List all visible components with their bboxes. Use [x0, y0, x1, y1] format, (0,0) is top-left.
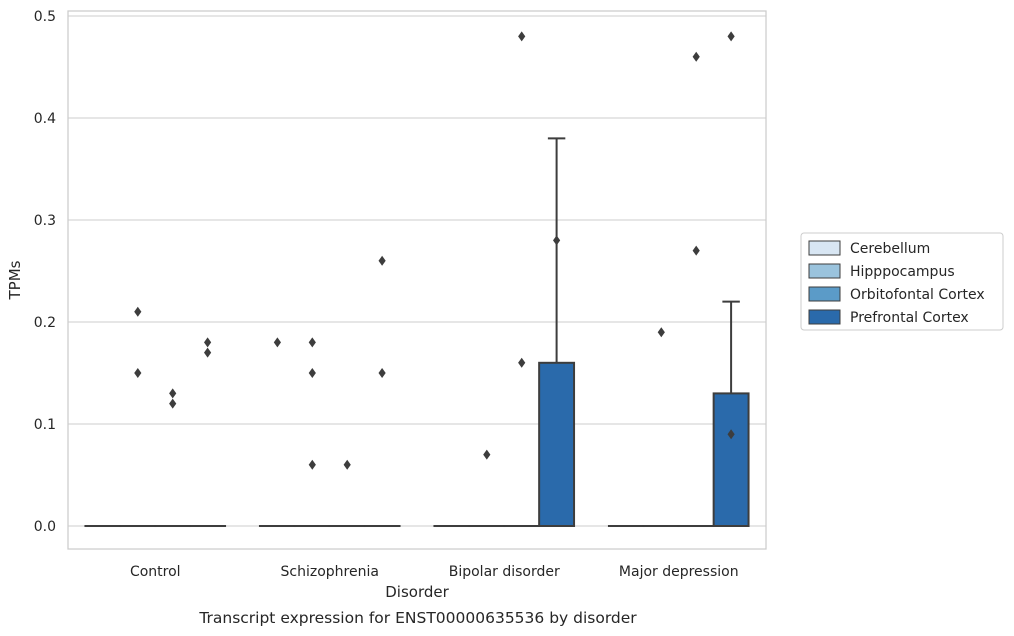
box-3-1 — [363, 255, 401, 528]
y-axis-label: TPMs — [6, 260, 24, 300]
x-tick-label: Control — [130, 564, 181, 580]
box-3-0 — [189, 337, 227, 528]
outlier-point — [727, 429, 735, 440]
outlier-point — [727, 31, 735, 42]
box-1-1 — [293, 337, 331, 528]
legend-swatch — [808, 240, 841, 256]
y-tick-label: 0.0 — [34, 519, 56, 535]
outlier-point — [273, 337, 281, 348]
x-tick-label: Bipolar disorder — [449, 564, 560, 580]
box-3-3 — [712, 31, 750, 527]
box-0-1 — [258, 337, 296, 528]
outlier-point — [134, 368, 142, 378]
outlier-point — [378, 255, 386, 266]
legend-swatch — [808, 263, 841, 279]
outlier-point — [204, 337, 212, 348]
plot-frame — [67, 10, 767, 550]
legend: Cerebellum Hipppocampus Orbitofontal Corte… — [800, 232, 1004, 331]
x-axis-label: Disorder — [385, 583, 449, 601]
outlier-point — [204, 347, 212, 358]
box-2-1 — [328, 459, 366, 528]
outlier-point — [169, 398, 177, 409]
legend-label: Hipppocampus — [850, 264, 955, 280]
outlier-point — [134, 306, 142, 317]
outlier-point — [692, 51, 700, 62]
chart-caption: Transcript expression for ENST0000063553… — [198, 609, 637, 627]
outlier-point — [553, 235, 561, 246]
grid-lines — [68, 15, 766, 527]
x-tick-label: Major depression — [619, 564, 739, 580]
x-axis-ticks: Control Schizophrenia Bipolar disorder Majo… — [130, 564, 739, 580]
legend-swatch — [808, 286, 841, 302]
box-2-2 — [503, 31, 541, 528]
outlier-point — [169, 388, 177, 399]
box-3-2 — [538, 137, 576, 527]
box-1-0 — [119, 306, 157, 528]
box-body — [712, 392, 750, 527]
box-body — [538, 361, 576, 527]
outlier-point — [308, 337, 316, 348]
box-2-3 — [677, 51, 715, 528]
legend-frame — [800, 232, 1004, 331]
outlier-point — [692, 245, 700, 256]
outlier-point — [308, 459, 316, 470]
legend-swatch — [808, 309, 841, 325]
outlier-point — [518, 31, 526, 42]
outlier-point — [483, 449, 491, 460]
y-tick-label: 0.2 — [34, 315, 56, 331]
box-1-2 — [468, 449, 506, 528]
outlier-point — [657, 327, 665, 338]
box-1-3 — [642, 327, 680, 528]
outlier-point — [518, 357, 526, 368]
plot-marks — [84, 31, 750, 528]
legend-label: Orbitofontal Cortex — [850, 287, 985, 303]
box-2-0 — [154, 388, 192, 528]
x-tick-label: Schizophrenia — [281, 564, 379, 580]
y-tick-label: 0.1 — [34, 417, 56, 433]
y-tick-label: 0.4 — [34, 111, 56, 127]
outlier-point — [378, 368, 386, 378]
legend-label: Cerebellum — [850, 241, 930, 257]
y-tick-label: 0.3 — [34, 213, 56, 229]
outlier-point — [308, 368, 316, 378]
y-tick-label: 0.5 — [34, 9, 56, 25]
legend-label: Prefrontal Cortex — [850, 310, 969, 326]
outlier-point — [343, 459, 351, 470]
y-axis-ticks: 0.0 0.1 0.2 0.3 0.4 0.5 — [34, 9, 56, 535]
